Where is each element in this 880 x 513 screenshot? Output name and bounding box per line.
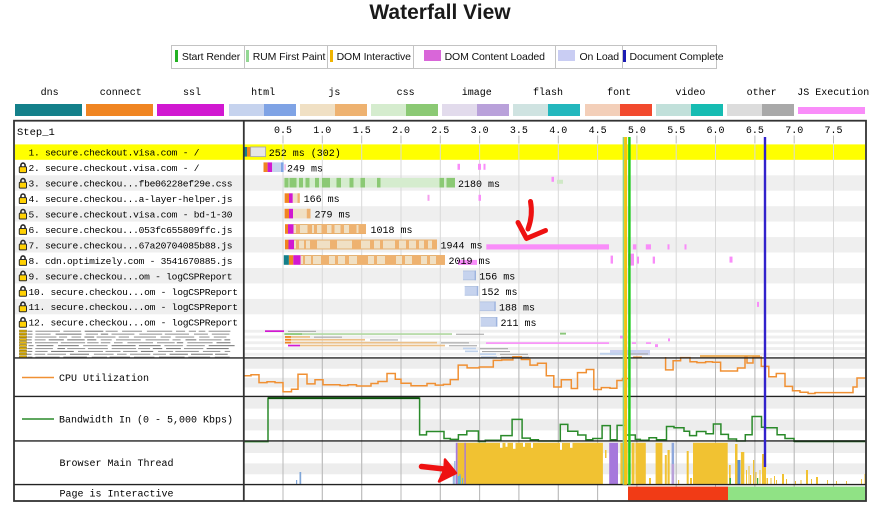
svg-text:279 ms: 279 ms bbox=[315, 211, 351, 222]
svg-text:1018 ms: 1018 ms bbox=[371, 226, 413, 237]
svg-text:5.0: 5.0 bbox=[628, 126, 646, 137]
svg-text:156 ms: 156 ms bbox=[479, 273, 515, 284]
svg-text:3.5: 3.5 bbox=[510, 126, 528, 137]
svg-text:10. secure.checkou...om - logC: 10. secure.checkou...om - logCSPReport bbox=[29, 287, 238, 298]
svg-text:211 ms: 211 ms bbox=[501, 319, 537, 330]
svg-text:Step_1: Step_1 bbox=[17, 127, 55, 139]
svg-text:152 ms: 152 ms bbox=[482, 288, 518, 299]
svg-text:4.5: 4.5 bbox=[589, 126, 607, 137]
svg-text:1.0: 1.0 bbox=[313, 126, 331, 137]
svg-text:4. secure.checkou...a-layer-he: 4. secure.checkou...a-layer-helper.js bbox=[29, 194, 233, 205]
svg-text:2019 ms: 2019 ms bbox=[449, 257, 491, 268]
svg-text:3.0: 3.0 bbox=[471, 126, 489, 137]
svg-text:Page is Interactive: Page is Interactive bbox=[60, 488, 174, 500]
svg-text:2180 ms: 2180 ms bbox=[458, 180, 500, 191]
svg-text:249 ms: 249 ms bbox=[287, 164, 323, 175]
svg-text:166 ms: 166 ms bbox=[304, 195, 340, 206]
svg-text:5. secure.checkout.visa.com -: 5. secure.checkout.visa.com - bd-1-30 bbox=[29, 210, 233, 221]
svg-text:4.0: 4.0 bbox=[549, 126, 567, 137]
svg-text:1944 ms: 1944 ms bbox=[441, 242, 483, 253]
svg-text:9. secure.checkou...om - logCS: 9. secure.checkou...om - logCSPReport bbox=[29, 271, 233, 282]
svg-text:2. secure.checkout.visa.com -: 2. secure.checkout.visa.com - / bbox=[29, 163, 200, 174]
svg-text:0.5: 0.5 bbox=[274, 126, 292, 137]
svg-text:CPU Utilization: CPU Utilization bbox=[59, 373, 149, 385]
svg-text:1.5: 1.5 bbox=[353, 126, 371, 137]
svg-text:2.5: 2.5 bbox=[431, 126, 449, 137]
svg-text:7. secure.checkou...67a2070408: 7. secure.checkou...67a20704085b88.js bbox=[29, 240, 233, 251]
svg-text:2.0: 2.0 bbox=[392, 126, 410, 137]
svg-text:6. secure.checkou...053fc65580: 6. secure.checkou...053fc655809ffc.js bbox=[29, 225, 233, 236]
svg-text:188 ms: 188 ms bbox=[499, 303, 535, 314]
svg-text:8. cdn.optimizely.com - 354167: 8. cdn.optimizely.com - 3541670885.js bbox=[29, 256, 233, 267]
svg-text:6.0: 6.0 bbox=[706, 126, 724, 137]
svg-text:Browser Main Thread: Browser Main Thread bbox=[60, 458, 174, 470]
svg-text:252 ms (302): 252 ms (302) bbox=[269, 148, 341, 160]
svg-text:5.5: 5.5 bbox=[667, 126, 685, 137]
svg-text:11. secure.checkou...om - logC: 11. secure.checkou...om - logCSPReport bbox=[29, 302, 238, 313]
svg-text:7.0: 7.0 bbox=[785, 126, 803, 137]
svg-text:1. secure.checkout.visa.com -: 1. secure.checkout.visa.com - / bbox=[29, 148, 200, 159]
svg-text:3. secure.checkou...fbe06228ef: 3. secure.checkou...fbe06228ef29e.css bbox=[29, 179, 233, 190]
svg-text:Bandwidth In (0 - 5,000 Kbps): Bandwidth In (0 - 5,000 Kbps) bbox=[59, 415, 233, 427]
svg-text:6.5: 6.5 bbox=[746, 126, 764, 137]
svg-text:12. secure.checkou...om - logC: 12. secure.checkou...om - logCSPReport bbox=[29, 318, 238, 329]
svg-text:7.5: 7.5 bbox=[824, 126, 842, 137]
